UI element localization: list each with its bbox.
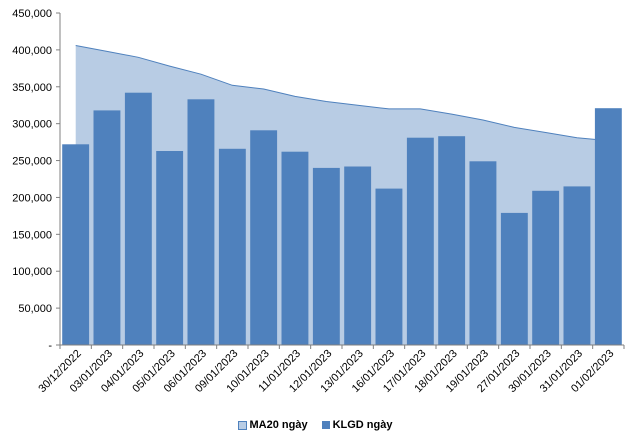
ma20-area-series [75,45,609,345]
klgd-bar-series [62,92,622,346]
bar-16/01/2023 [375,188,403,345]
bar-11/01/2023 [281,151,309,345]
bar-01/02/2023 [594,108,622,345]
bar-03/01/2023 [93,110,121,346]
bar-09/01/2023 [218,148,246,345]
bar-13/01/2023 [344,166,372,345]
x-tick-labels: 30/12/202203/01/202304/01/202305/01/2023… [36,348,616,395]
bar-18/01/2023 [438,136,466,345]
bar-06/01/2023 [187,99,215,345]
y-tick-label: 150,000 [12,229,52,241]
legend-swatch-ma20 [237,420,247,430]
ma20-area-fill [75,45,609,345]
y-tick-label: 250,000 [12,156,52,168]
y-tick-labels: - 50,000 100,000 150,000 200,000 250,000 300,0… [12,8,52,352]
bar-19/01/2023 [469,161,497,345]
y-tick-label: 50,000 [18,303,52,315]
y-tick-label: 300,000 [12,119,52,131]
bar-30/12/2022 [62,144,90,345]
y-tick-label: 450,000 [12,8,52,20]
y-tick-label: 350,000 [12,82,52,94]
chart: - 50,000 100,000 150,000 200,000 250,000 300,0… [12,8,625,395]
bar-30/01/2023 [532,190,560,345]
legend-swatch-klgd [321,421,330,429]
bar-31/01/2023 [563,186,591,345]
legend-label-ma20: MA20 ngày [249,419,308,431]
y-tick-label: 400,000 [12,45,52,57]
legend-item-klgd: KLGD ngày [321,419,393,431]
y-tick-label: 100,000 [12,266,52,278]
axes [56,12,625,349]
y-tick-label: 200,000 [12,192,52,204]
bar-17/01/2023 [406,137,434,345]
legend: MA20 ngày KLGD ngày [0,416,630,434]
bar-10/01/2023 [250,130,278,345]
bar-05/01/2023 [156,151,184,345]
bar-27/01/2023 [500,212,528,345]
y-tick-label: - [48,340,52,352]
legend-label-klgd: KLGD ngày [332,419,393,431]
bar-12/01/2023 [312,167,340,345]
bar-04/01/2023 [124,92,152,345]
ma20-area-line [75,45,609,142]
legend-item-ma20: MA20 ngày [237,419,308,431]
